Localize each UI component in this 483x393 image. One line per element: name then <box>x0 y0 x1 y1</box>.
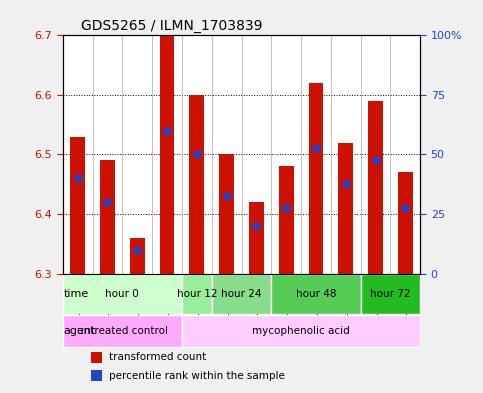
FancyBboxPatch shape <box>182 274 212 314</box>
Bar <box>189 95 204 274</box>
Bar <box>91 370 102 382</box>
FancyBboxPatch shape <box>63 315 182 347</box>
Text: percentile rank within the sample: percentile rank within the sample <box>109 371 285 381</box>
FancyBboxPatch shape <box>361 274 420 314</box>
FancyBboxPatch shape <box>182 315 420 347</box>
Bar <box>309 83 324 274</box>
FancyBboxPatch shape <box>212 274 271 314</box>
Bar <box>368 101 383 274</box>
Text: transformed count: transformed count <box>109 352 207 362</box>
Text: hour 72: hour 72 <box>370 289 411 299</box>
Bar <box>219 154 234 274</box>
Text: agent: agent <box>63 326 96 336</box>
FancyBboxPatch shape <box>271 274 361 314</box>
Bar <box>91 352 102 363</box>
Bar <box>100 160 115 274</box>
Bar <box>279 166 294 274</box>
Text: untreated control: untreated control <box>77 326 168 336</box>
Text: hour 48: hour 48 <box>296 289 336 299</box>
Bar <box>338 143 353 274</box>
Text: hour 0: hour 0 <box>105 289 139 299</box>
Bar <box>130 238 145 274</box>
Bar <box>159 35 174 274</box>
Text: hour 12: hour 12 <box>177 289 217 299</box>
Text: hour 24: hour 24 <box>221 289 262 299</box>
FancyBboxPatch shape <box>63 274 182 314</box>
Text: time: time <box>63 289 89 299</box>
Bar <box>249 202 264 274</box>
Text: GDS5265 / ILMN_1703839: GDS5265 / ILMN_1703839 <box>81 19 262 33</box>
Bar <box>398 172 413 274</box>
Text: mycophenolic acid: mycophenolic acid <box>252 326 350 336</box>
Bar <box>70 137 85 274</box>
